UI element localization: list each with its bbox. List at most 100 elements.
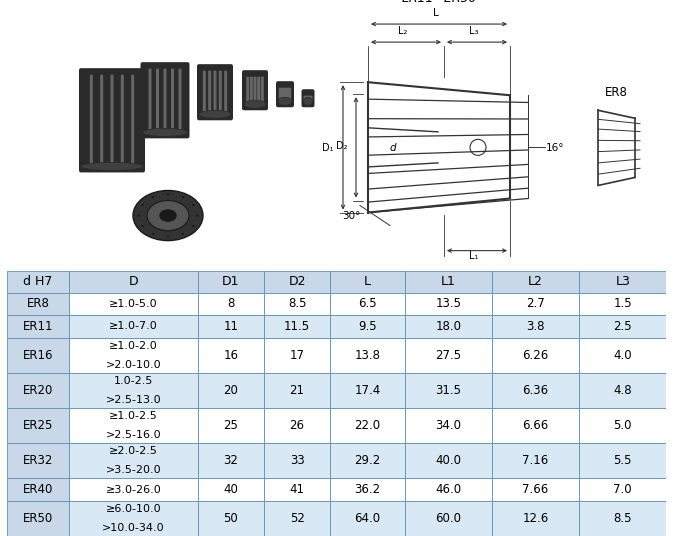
Text: 52: 52 <box>289 512 304 525</box>
Text: ER16: ER16 <box>23 349 53 362</box>
Text: ≥3.0-26.0: ≥3.0-26.0 <box>106 485 161 495</box>
Text: 16°: 16° <box>546 143 565 153</box>
FancyBboxPatch shape <box>279 88 282 101</box>
Bar <box>405 293 492 315</box>
Bar <box>492 373 579 408</box>
Text: D₂: D₂ <box>336 142 348 151</box>
Bar <box>7 338 69 373</box>
Bar <box>405 315 492 338</box>
FancyBboxPatch shape <box>171 69 174 132</box>
Bar <box>264 373 330 408</box>
Text: ER11~ER50: ER11~ER50 <box>401 0 476 5</box>
FancyBboxPatch shape <box>131 75 134 166</box>
FancyBboxPatch shape <box>306 96 310 101</box>
Bar <box>69 443 198 478</box>
Text: >10.0-34.0: >10.0-34.0 <box>102 523 165 533</box>
Text: ER32: ER32 <box>23 454 53 467</box>
Ellipse shape <box>141 204 144 206</box>
Bar <box>405 408 492 443</box>
Bar <box>7 293 69 315</box>
Bar <box>264 408 330 443</box>
Text: ≥1.0-2.5: ≥1.0-2.5 <box>109 411 157 421</box>
Bar <box>579 293 666 315</box>
FancyBboxPatch shape <box>213 71 217 114</box>
FancyBboxPatch shape <box>304 96 306 101</box>
Bar <box>492 338 579 373</box>
Bar <box>330 408 405 443</box>
Text: >2.5-16.0: >2.5-16.0 <box>106 430 161 440</box>
Bar <box>579 478 666 501</box>
Bar <box>264 293 330 315</box>
Text: D: D <box>129 275 138 288</box>
Text: 40.0: 40.0 <box>435 454 462 467</box>
FancyBboxPatch shape <box>286 88 289 101</box>
FancyBboxPatch shape <box>302 89 314 107</box>
Text: 7.66: 7.66 <box>522 483 548 496</box>
Bar <box>492 408 579 443</box>
Text: 50: 50 <box>223 512 238 525</box>
Text: 2.7: 2.7 <box>526 297 545 310</box>
FancyBboxPatch shape <box>156 69 159 132</box>
FancyBboxPatch shape <box>308 96 311 101</box>
Ellipse shape <box>166 236 170 237</box>
Text: 12.6: 12.6 <box>522 512 548 525</box>
Text: 32: 32 <box>223 454 238 467</box>
Text: 6.5: 6.5 <box>358 297 377 310</box>
Text: ≥1.0-5.0: ≥1.0-5.0 <box>109 299 157 309</box>
Bar <box>198 478 264 501</box>
Ellipse shape <box>152 233 155 235</box>
Ellipse shape <box>199 110 231 118</box>
FancyBboxPatch shape <box>250 77 253 104</box>
FancyBboxPatch shape <box>90 75 93 166</box>
Text: 6.36: 6.36 <box>522 384 548 397</box>
Bar <box>492 271 579 293</box>
Text: 6.66: 6.66 <box>522 419 548 432</box>
Ellipse shape <box>143 128 188 136</box>
FancyBboxPatch shape <box>288 88 291 101</box>
Bar <box>492 315 579 338</box>
Text: 41: 41 <box>289 483 305 496</box>
FancyBboxPatch shape <box>121 75 124 166</box>
Bar <box>492 501 579 536</box>
Text: D2: D2 <box>288 275 306 288</box>
Bar <box>69 293 198 315</box>
Text: 27.5: 27.5 <box>435 349 462 362</box>
Text: 64.0: 64.0 <box>355 512 381 525</box>
Bar <box>330 271 405 293</box>
Bar <box>198 501 264 536</box>
Bar <box>198 408 264 443</box>
Ellipse shape <box>192 204 195 206</box>
FancyBboxPatch shape <box>276 81 294 107</box>
Text: L2: L2 <box>528 275 543 288</box>
FancyBboxPatch shape <box>178 69 182 132</box>
Bar <box>405 501 492 536</box>
Bar <box>405 443 492 478</box>
Ellipse shape <box>133 190 203 241</box>
Bar <box>7 408 69 443</box>
Text: D1: D1 <box>222 275 240 288</box>
Text: L3: L3 <box>615 275 630 288</box>
Bar <box>69 315 198 338</box>
Text: 34.0: 34.0 <box>435 419 462 432</box>
Bar <box>579 338 666 373</box>
Text: L1: L1 <box>441 275 456 288</box>
Text: 7.16: 7.16 <box>522 454 548 467</box>
Text: 16: 16 <box>223 349 238 362</box>
Bar <box>330 293 405 315</box>
Bar <box>69 338 198 373</box>
FancyBboxPatch shape <box>197 64 233 120</box>
Bar <box>264 315 330 338</box>
FancyBboxPatch shape <box>149 69 151 132</box>
Text: 5.0: 5.0 <box>614 419 632 432</box>
Bar <box>492 293 579 315</box>
Text: 36.2: 36.2 <box>355 483 381 496</box>
Bar <box>198 443 264 478</box>
Text: 6.26: 6.26 <box>522 349 548 362</box>
Ellipse shape <box>152 196 155 198</box>
Text: >2.0-10.0: >2.0-10.0 <box>106 360 161 370</box>
Bar <box>579 315 666 338</box>
Bar <box>198 271 264 293</box>
Text: 20: 20 <box>223 384 238 397</box>
Bar <box>264 501 330 536</box>
FancyBboxPatch shape <box>164 69 166 132</box>
